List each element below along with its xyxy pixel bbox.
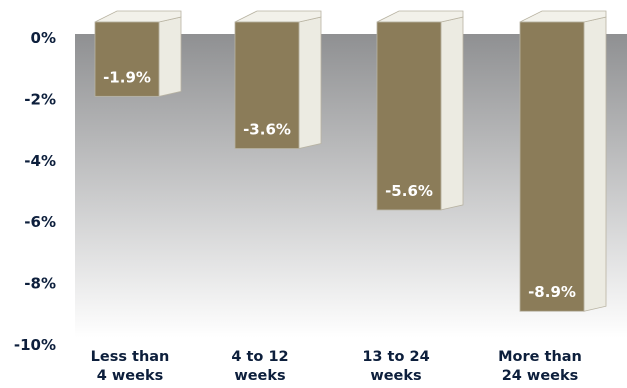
x-axis: Less than 4 weeks 4 to 12 weeks 13 to 24 week… (91, 349, 582, 384)
bar-side-face (158, 16, 182, 97)
bar-front-face (519, 21, 585, 312)
x-tick-label: More than (498, 349, 582, 365)
data-label: -5.6% (385, 182, 433, 200)
x-tick-label: weeks (234, 368, 285, 384)
bar-side-face (583, 16, 607, 312)
bar: -1.9% (94, 10, 182, 97)
bar-side-face (298, 16, 322, 150)
data-label: -3.6% (243, 121, 291, 139)
x-tick-label: 4 weeks (97, 368, 163, 384)
y-axis: 0% -2% -4% -6% -8% -10% (14, 29, 56, 354)
data-label: -8.9% (528, 283, 576, 301)
data-label: -1.9% (103, 68, 151, 86)
x-tick-label: Less than (91, 349, 170, 365)
bar-side-face (440, 16, 464, 211)
y-tick-label: 0% (31, 29, 56, 47)
bar-front-face (94, 21, 160, 97)
y-tick-label: -2% (24, 90, 56, 108)
bar-front-face (376, 21, 442, 211)
y-tick-label: -8% (24, 275, 56, 293)
x-tick-label: 13 to 24 (362, 349, 429, 365)
y-tick-label: -6% (24, 213, 56, 231)
x-tick-label: 4 to 12 (231, 349, 288, 365)
y-tick-label: -10% (14, 336, 56, 354)
bar: -8.9% (519, 10, 607, 312)
bar-series: -1.9% -3.6% -5.6% -8.9% (94, 10, 607, 312)
x-tick-label: 24 weeks (502, 368, 579, 384)
y-tick-label: -4% (24, 152, 56, 170)
x-tick-label: weeks (370, 368, 421, 384)
bar-front-face (234, 21, 300, 149)
bar: -3.6% (234, 10, 322, 150)
bar: -5.6% (376, 10, 464, 211)
